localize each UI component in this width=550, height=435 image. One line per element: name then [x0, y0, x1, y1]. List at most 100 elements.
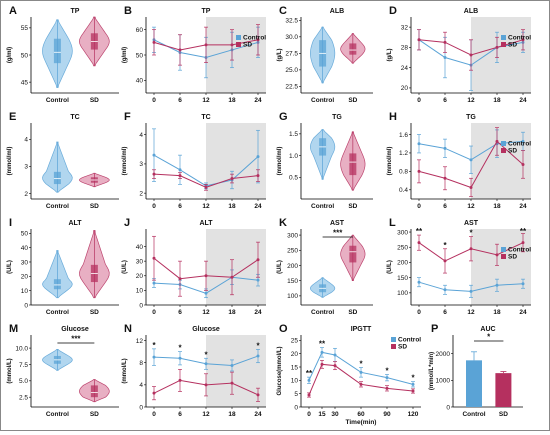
x-tick-label-J: 18	[228, 309, 236, 316]
panel-F: F TC (mmol/ml) 2 3 4 0 6 12 18 24	[122, 111, 266, 210]
y-tick-label-L: 300	[397, 229, 408, 236]
x-tick-label-N: 24	[254, 411, 262, 418]
data-point-control-N	[178, 356, 182, 360]
y-axis-label-C: (g/L)	[277, 49, 283, 62]
data-point-sd-J	[230, 275, 234, 279]
panel-title-G: TG	[332, 114, 342, 121]
y-tick-label-L: 150	[397, 275, 408, 282]
significance-star-N: *	[152, 341, 156, 350]
x-tick-label-A: SD	[90, 97, 99, 104]
box-A	[53, 38, 61, 64]
y-tick-label-D: 28	[401, 45, 409, 52]
data-point-sd-N	[230, 381, 234, 385]
x-tick-label-F: 12	[202, 203, 210, 210]
x-tick-label-O: 90	[383, 411, 391, 418]
bar-sd-P	[495, 373, 512, 407]
panel-letter-K: K	[279, 217, 287, 229]
y-tick-label-B: 40	[136, 78, 144, 85]
y-axis-label-M: (mmol/L)	[7, 358, 13, 383]
y-tick-label-J: 40	[136, 244, 144, 251]
box-I	[53, 279, 61, 290]
significance-star-L: *	[443, 241, 447, 250]
y-tick-label-I: 40	[21, 245, 29, 252]
x-tick-label-D: 24	[519, 97, 527, 104]
legend-swatch-control-B	[236, 35, 241, 40]
y-tick-label-H: 1.2	[399, 150, 408, 157]
x-tick-label-K: SD	[348, 309, 357, 316]
data-point-sd-N	[152, 391, 156, 395]
x-tick-label-D: 18	[493, 97, 501, 104]
panel-title-C: ALB	[330, 8, 344, 15]
data-point-sd-F	[230, 177, 234, 181]
panel-N: N Glucose (mmol/L) 0 4 8 12 0 6 12 18 24 * * * *	[122, 323, 266, 418]
x-tick-label-L: 18	[493, 309, 501, 316]
significance-star-O: **	[319, 340, 326, 349]
y-axis-label-J: (U/L)	[122, 260, 128, 274]
x-tick-label-J: 12	[202, 309, 210, 316]
y-tick-label-N: 0	[139, 404, 143, 411]
box-C	[349, 43, 357, 55]
data-point-sd-F	[256, 174, 260, 178]
data-point-sd-O	[333, 364, 337, 368]
y-tick-label-A: 45	[21, 79, 29, 86]
legend-swatch-sd-L	[501, 254, 506, 259]
data-point-control-O	[333, 353, 337, 357]
panel-letter-O: O	[279, 323, 288, 335]
y-tick-label-G: 1.0	[289, 153, 298, 160]
data-point-sd-L	[495, 253, 499, 257]
panel-A: A TP (g/ml) 45 50 55 Control SD	[7, 5, 119, 104]
data-point-control-L	[417, 280, 421, 284]
legend-label-D: Control	[508, 35, 531, 42]
data-point-control-L	[495, 283, 499, 287]
data-point-control-J	[152, 281, 156, 285]
data-point-control-N	[152, 355, 156, 359]
panel-G: G TG (mmol/ml) 0.5 1.0 1.5 Control SD	[277, 111, 373, 210]
panel-title-O: IPGTT	[351, 326, 372, 333]
y-tick-label-A: 50	[21, 52, 29, 59]
panel-C: C ALB (g/L) 22.5 25.0 27.5 30.0 32.5 Control SD	[277, 5, 373, 104]
data-point-control-O	[385, 376, 389, 380]
box-G	[349, 153, 357, 176]
y-axis-label-B: (g/ml)	[122, 47, 128, 63]
data-point-control-O	[411, 382, 415, 386]
data-point-control-L	[521, 282, 525, 286]
x-tick-label-F: 18	[228, 203, 236, 210]
panel-letter-N: N	[124, 323, 132, 335]
x-tick-label-O: 60	[357, 411, 365, 418]
x-tick-label-N: 6	[178, 411, 182, 418]
data-point-sd-D	[521, 38, 525, 42]
data-point-sd-N	[256, 393, 260, 397]
legend-swatch-control-L	[501, 247, 506, 252]
y-tick-label-N: 4	[139, 382, 143, 389]
y-axis-label-N: (mmol/L)	[122, 358, 128, 383]
y-tick-label-K: 100	[287, 293, 298, 300]
data-point-sd-H	[469, 185, 473, 189]
x-tick-label-B: 0	[152, 97, 156, 104]
legend-label-B: SD	[243, 42, 252, 49]
panel-title-B: TP	[202, 8, 211, 15]
significance-star-O: **	[306, 369, 313, 378]
y-tick-label-K: 150	[287, 278, 298, 285]
panel-letter-I: I	[9, 217, 12, 229]
y-tick-label-H: 0.8	[399, 169, 408, 176]
y-tick-label-E: 4	[24, 137, 28, 144]
y-tick-label-I: 20	[21, 274, 29, 281]
x-tick-label-L: 12	[467, 309, 475, 316]
y-axis-label-L: (U/L)	[387, 260, 393, 274]
panel-letter-C: C	[279, 5, 287, 17]
data-point-sd-B	[152, 40, 156, 44]
data-point-sd-H	[443, 176, 447, 180]
y-axis-label-K: (U/L)	[277, 260, 283, 274]
significance-star-N: *	[256, 341, 260, 350]
y-tick-label-D: 32	[401, 24, 409, 31]
panel-H: H TG (mmol/ml) 0.4 0.8 1.2 1.6 0 6 12 18 24 ControlS…	[387, 111, 531, 210]
y-tick-label-I: 10	[21, 288, 29, 295]
x-tick-label-I: Control	[46, 309, 69, 316]
significance-star-L: **	[520, 227, 527, 236]
y-tick-label-J: 0	[139, 302, 143, 309]
panel-letter-B: B	[124, 5, 132, 17]
y-axis-label-E: (mmol/ml)	[7, 147, 13, 176]
shade-region-D	[471, 17, 531, 93]
significance-star-N: *	[204, 350, 208, 359]
